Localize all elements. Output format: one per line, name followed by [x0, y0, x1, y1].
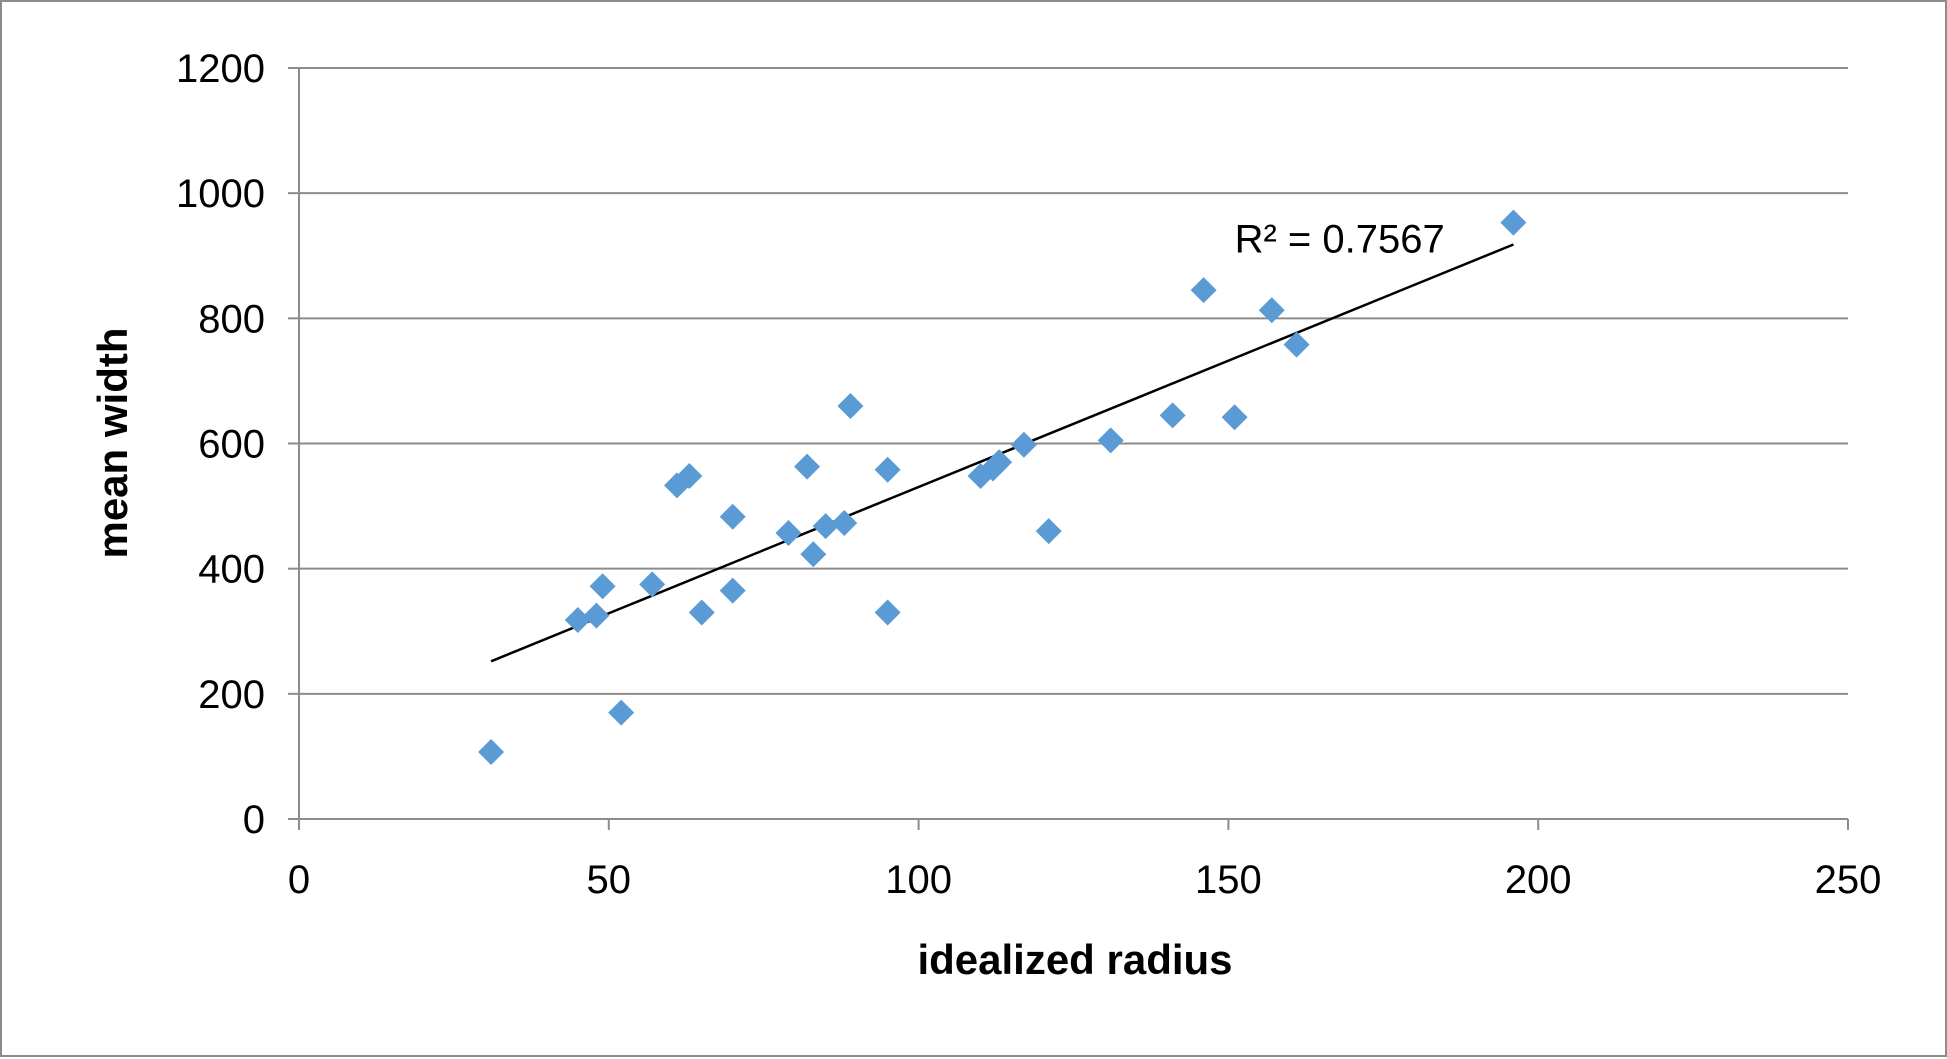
x-tick-label: 250	[1815, 858, 1882, 902]
data-point	[1159, 402, 1186, 429]
data-point	[583, 602, 610, 629]
data-point	[812, 513, 839, 540]
y-tick-label: 0	[243, 798, 265, 842]
y-tick-label: 800	[198, 297, 265, 341]
data-points	[478, 209, 1527, 766]
x-tick-label: 200	[1505, 858, 1572, 902]
data-point	[986, 449, 1013, 476]
data-point	[794, 453, 821, 480]
x-tick-label: 50	[587, 858, 632, 902]
tick-labels: 0 200 400 600 800 1000 1200 0 50 100 150 200 250	[176, 47, 1881, 902]
data-point	[1010, 431, 1037, 458]
data-point	[775, 519, 802, 546]
y-tick-label: 600	[198, 423, 265, 467]
data-point	[589, 573, 616, 600]
y-tick-label: 1200	[176, 47, 265, 91]
data-point	[719, 577, 746, 604]
y-tick-label: 1000	[176, 172, 265, 216]
y-axis-title: mean width	[89, 327, 136, 558]
data-point	[874, 599, 901, 626]
data-point	[1190, 277, 1217, 304]
r-squared-label: R² = 0.7567	[1235, 218, 1445, 262]
x-tick-label: 150	[1195, 858, 1262, 902]
data-point	[1035, 518, 1062, 545]
data-point	[874, 456, 901, 483]
gridlines	[299, 67, 1848, 695]
data-point	[478, 739, 505, 766]
annotations: R² = 0.7567	[1235, 218, 1445, 262]
x-tick-label: 100	[885, 858, 952, 902]
data-point	[564, 606, 591, 633]
data-point	[1221, 404, 1248, 431]
data-point	[719, 503, 746, 530]
data-point	[1500, 209, 1527, 236]
data-point	[688, 599, 715, 626]
data-point	[1258, 297, 1285, 324]
axes	[288, 67, 1849, 830]
x-tick-label: 0	[288, 858, 310, 902]
data-point	[1097, 427, 1124, 454]
x-axis-title: idealized radius	[917, 936, 1232, 983]
data-point	[800, 541, 827, 568]
data-point	[1283, 331, 1310, 358]
data-point	[831, 509, 858, 536]
y-tick-label: 400	[198, 548, 265, 592]
y-tick-label: 200	[198, 673, 265, 717]
data-point	[608, 699, 635, 726]
data-point	[676, 463, 703, 490]
data-point	[837, 392, 864, 419]
data-point	[639, 571, 666, 598]
